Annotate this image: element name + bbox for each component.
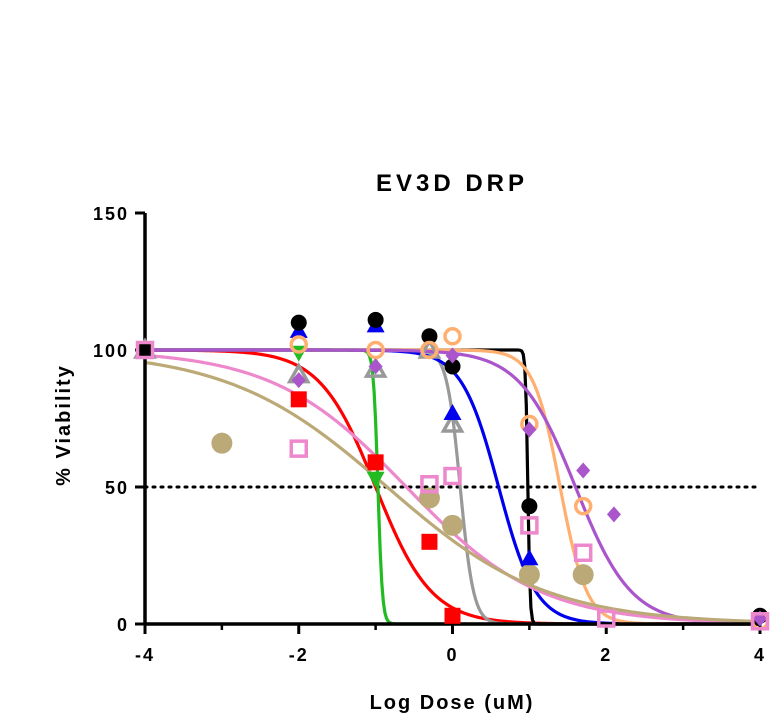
data-point-s2: [366, 471, 385, 488]
x-tick-label: 0: [446, 645, 458, 665]
y-tick-label: 0: [117, 615, 129, 635]
data-point-s5: [444, 358, 461, 375]
data-point-s5: [137, 342, 153, 358]
data-point-s6: [420, 340, 439, 360]
x-tick-label: -2: [289, 645, 309, 665]
data-point-s6: [443, 327, 462, 346]
data-point-s1: [421, 533, 438, 550]
data-point-s1: [290, 391, 307, 408]
data-point-s8: [443, 466, 462, 486]
data-point-s7: [291, 372, 306, 389]
y-axis-label: % Viability: [53, 364, 75, 486]
x-tick-label: 2: [600, 645, 612, 665]
x-axis-label: Log Dose (uM): [370, 692, 535, 714]
data-point-s5: [290, 314, 307, 331]
x-tick-label: 4: [754, 645, 766, 665]
data-point-s9: [572, 564, 594, 586]
data-point-s5: [367, 311, 384, 328]
chart-title: EV3D DRP: [376, 170, 528, 197]
data-point-s8: [573, 543, 593, 563]
data-point-s8: [597, 609, 616, 628]
axes-layer: -4 -2 0 2 4 0 50 100 150: [93, 204, 766, 665]
fit-curve-8: [144, 353, 761, 625]
data-point-s8: [135, 340, 155, 360]
data-point-s6: [573, 496, 593, 516]
data-point-s7: [445, 347, 460, 364]
data-point-s3: [440, 411, 465, 433]
y-tick-label: 100: [93, 341, 129, 361]
data-point-s9: [518, 564, 540, 586]
data-point-s5: [421, 328, 438, 345]
data-point-s8: [289, 439, 308, 458]
fit-curve-9: [144, 360, 761, 624]
data-point-s7: [522, 421, 537, 438]
data-point-s9: [211, 432, 233, 454]
y-tick-label: 150: [93, 204, 129, 224]
y-tick-label: 50: [105, 478, 129, 498]
data-point-s5: [521, 498, 538, 515]
data-point-s9: [442, 514, 463, 536]
data-point-s8: [520, 516, 539, 535]
data-point-s7: [606, 506, 621, 523]
data-point-s7: [368, 358, 383, 375]
data-points-layer: [133, 311, 770, 631]
data-point-s1: [367, 454, 384, 471]
x-tick-label: -4: [135, 645, 155, 665]
data-point-s8: [750, 612, 770, 631]
data-point-s4: [520, 549, 539, 566]
data-point-s8: [420, 475, 439, 494]
data-point-s6: [366, 340, 385, 360]
data-point-s7: [576, 462, 591, 479]
data-point-s1: [444, 607, 461, 624]
data-point-s4: [443, 404, 462, 421]
data-point-s6: [289, 335, 308, 354]
